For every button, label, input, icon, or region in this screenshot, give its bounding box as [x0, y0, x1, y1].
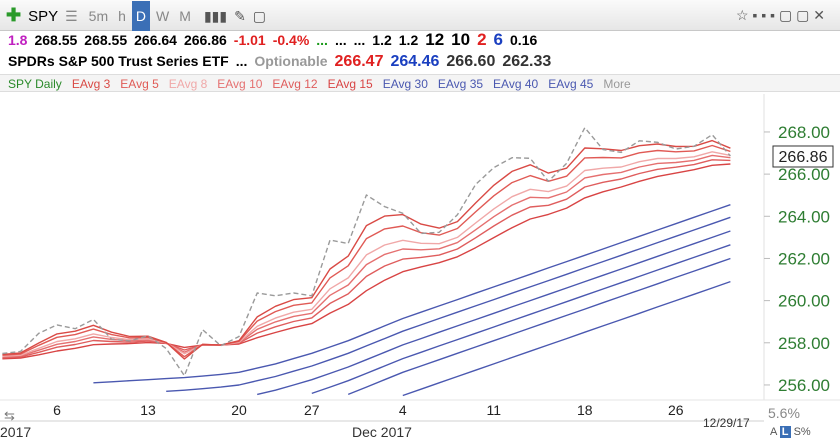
series-line: [347, 257, 731, 396]
x-tick-label: 26: [668, 402, 684, 418]
quote-item: 268.55: [84, 32, 128, 48]
legend-item[interactable]: EAvg 8: [168, 77, 208, 91]
symbol[interactable]: SPY: [28, 8, 59, 25]
right-tools[interactable]: ☆ ▪ ▪ ▪ ▢ ▢ ✕: [736, 7, 825, 23]
series-line: [2, 159, 731, 359]
quote-item: -0.4%: [272, 32, 310, 48]
description-bar: SPDRs S&P 500 Trust Series ETF... Optiona…: [0, 51, 840, 71]
x-tick-label: 27: [304, 402, 320, 418]
quote-item: 6: [493, 30, 504, 49]
legend-item[interactable]: EAvg 40: [493, 77, 539, 91]
quote-item: ...: [334, 32, 347, 48]
window-icon[interactable]: ▢: [252, 8, 267, 24]
legend-more[interactable]: More: [603, 77, 631, 91]
description-item: 264.46: [390, 53, 440, 70]
legend-item[interactable]: EAvg 3: [71, 77, 111, 91]
quote-item: 2: [477, 30, 487, 49]
quote-item: 12: [425, 30, 445, 49]
price-box: [772, 145, 834, 168]
quote-item: 1.8: [8, 32, 28, 48]
y-tick-label: 260.00: [778, 292, 830, 311]
timeframe-button[interactable]: 5m: [88, 8, 109, 24]
y-tick-label: 268.00: [778, 123, 830, 142]
quote-item: 0.16: [510, 32, 538, 48]
quote-bar: 1.8 268.55 268.55 266.64 266.86 -1.01 -0.4%...…: [0, 30, 840, 50]
x-tick-label: 4: [399, 402, 407, 418]
timeframe-button[interactable]: D: [131, 1, 151, 31]
date-label: 12/29/17: [703, 416, 750, 430]
description-item: 262.33: [502, 53, 552, 70]
timeframe-button[interactable]: M: [179, 8, 191, 24]
series-line: [257, 230, 731, 396]
series-line: [2, 144, 731, 358]
legend-item[interactable]: EAvg 12: [272, 77, 318, 91]
y-tick-label: 262.00: [778, 249, 830, 268]
legend-item[interactable]: EAvg 15: [327, 77, 373, 91]
x-tick-label: 20: [231, 402, 247, 418]
timeframes: 5m h D W M: [85, 1, 197, 31]
timeframe-button[interactable]: h: [118, 8, 126, 24]
series-line: [311, 244, 731, 395]
quote-item: 268.55: [34, 32, 78, 48]
refresh-icon[interactable]: ⇆: [4, 408, 15, 423]
quote-item: 266.86: [183, 32, 227, 48]
y-tick-label: 266.00: [778, 165, 830, 184]
x-tick-label: 18: [577, 402, 593, 418]
legend-item[interactable]: EAvg 5: [120, 77, 159, 91]
y-tick-label: 258.00: [778, 334, 830, 353]
description-item: Optionable: [254, 53, 328, 69]
y-tick-label: 264.00: [778, 207, 830, 226]
series-line: [2, 163, 731, 360]
x-tick-label: 13: [140, 402, 156, 418]
quote-item: 1.2: [398, 32, 419, 48]
legend-item[interactable]: SPY Daily: [8, 77, 62, 91]
x-tick-label: 11: [487, 402, 502, 418]
percent-label: 5.6%: [768, 405, 800, 421]
legend-item[interactable]: EAvg 30: [382, 77, 428, 91]
legend-item[interactable]: EAvg 35: [437, 77, 484, 91]
quote-item: 1.2: [372, 32, 392, 48]
description-item: 266.60: [446, 53, 496, 70]
series-line: [2, 127, 731, 377]
axes: 256.00 258.00 260.00 262.00 264.00 266.00 268.…: [53, 123, 834, 418]
y-tick-label: 256.00: [778, 376, 830, 395]
timeframe-button[interactable]: W: [156, 8, 170, 24]
chart-type-icon[interactable]: ▮▮▮: [203, 8, 228, 24]
series-line: [402, 280, 731, 397]
price-box-label: 266.86: [779, 149, 828, 166]
description-item: 266.47: [334, 53, 384, 70]
series-line: [166, 216, 731, 392]
x-tick-label: 6: [53, 402, 61, 418]
month-label: Dec 2017: [352, 424, 412, 440]
plot-area: [2, 127, 731, 397]
add-symbol-icon[interactable]: ✚: [6, 5, 22, 25]
quote-item: -1.01: [233, 32, 266, 48]
draw-icon[interactable]: ✎: [234, 8, 246, 24]
quote-item: 10: [451, 30, 471, 49]
series-line: [2, 151, 731, 357]
quote-item: 266.64: [134, 32, 177, 48]
legend: SPY Daily EAvg 3 EAvg 5 EAvg 8 EAvg 10 EAvg 1…: [0, 74, 840, 92]
security-name: SPDRs S&P 500 Trust Series ETF: [8, 53, 229, 69]
menu-icon[interactable]: ☰: [65, 8, 78, 24]
series-line: [2, 154, 731, 358]
quote-item: ...: [316, 32, 328, 48]
series-line: [93, 204, 731, 384]
toolbar: ✚ SPY ☰ 5m h D W M ▮▮▮ ✎ ▢ ☆ ▪ ▪ ▪ ▢ ▢ ✕: [0, 0, 840, 31]
quote-item: ...: [353, 32, 366, 48]
description-item: ...: [235, 53, 248, 69]
month-label: 2017: [0, 424, 32, 440]
legend-item[interactable]: EAvg 10: [217, 77, 263, 91]
legend-item[interactable]: EAvg 45: [548, 77, 594, 91]
scale-buttons[interactable]: A L S%: [770, 426, 811, 438]
series-line: [2, 139, 731, 360]
